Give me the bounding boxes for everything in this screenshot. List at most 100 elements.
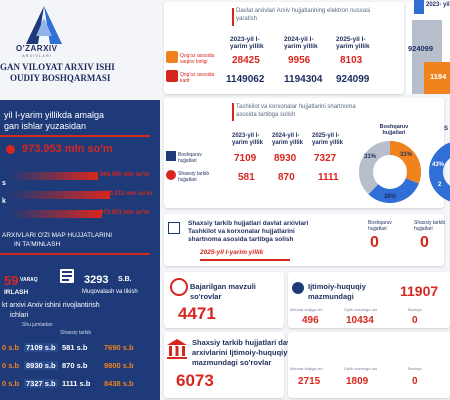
cell: 7327 s.b [24,379,58,388]
value-cell: 7327 [314,153,337,164]
row-label-line2: hujjatlari [178,158,197,164]
sub-label: Oylik maoshga oid [344,307,377,312]
card1-value: 4471 [178,304,216,323]
year-header: 2025-yil I-yarim yillik [312,133,344,146]
dev-header: Shaxsiy tarkib [60,330,92,336]
bar-value: 1.093.011 mln so'm [98,191,153,197]
value-cell: 870 [278,172,295,183]
sub-label: Oylik maoshga oid [344,366,377,371]
year-header: 2023-yil I-yarim yillik [230,36,264,50]
page-title-line2: OUDIY BOSHQARMASI [10,73,111,83]
personnel-sub-card [288,332,450,398]
folder-icon [166,51,178,63]
donut-title-line1: Boshqaruv [379,124,409,130]
sub-label: Boshqa [408,307,422,312]
value-cell: 8103 [340,55,363,66]
archive-title-line1: ARXIVLARI O'ZI MAP HUJJATLARINI [2,232,113,239]
bar-2025 [8,210,102,218]
digitization-card [164,2,404,94]
col-title-line1: Boshqaruv [368,220,392,226]
film-icon [166,70,178,82]
document-icon [166,151,176,161]
cell: 7690 s.b [104,343,134,352]
dev-table: 0 s.b 7109 s.b 581 s.b 7690 s.b 0 s.b 89… [0,343,160,397]
logo-subtext: ARXIVLARI [22,53,52,58]
intro-line1: yil I-yarim yillikda amalga [4,110,105,120]
stat2-value: 3293 [84,274,109,286]
banner-line3: shartnoma asosida tartibga solish [188,236,294,243]
col-value: 0 [420,234,429,251]
card2-value: 11907 [400,283,439,299]
year-header: 2024-yil I-yarim yillik [284,36,318,50]
donut-title-line2: hujjatlari [382,130,406,136]
card2-title-line1: Ijtimoiy-huquqiy [308,282,366,291]
donut-slice-label: 2 [438,182,442,188]
cell: 1111 s.b [62,379,91,388]
value-cell: 581 [238,172,255,183]
cell: 0 s.b [2,379,20,388]
row-label-line2: saqlov birligi [180,59,208,65]
bar-label: s [2,180,6,187]
bar-2024 [8,191,110,199]
value-cell: 7109 [234,153,257,164]
bullet-icon [6,145,15,154]
accent-bar [232,8,234,26]
building-icon [166,338,188,360]
contracts-title-line1: Tashkilot va korxonalar hujjatlarini sha… [236,104,356,110]
divider [200,259,290,261]
donut-chart [356,138,424,206]
value-cell: 28425 [232,55,260,66]
cell: 8930 s.b [24,361,58,370]
banner-card [164,214,444,266]
personnel-card [164,332,284,398]
banner-line1: Shaxsiy tarkib hujjatlari davlat arxivla… [188,220,309,227]
logo-icon [20,4,68,48]
col-title-line1: Shaxsiy tarkib [414,220,446,226]
row-label-line1: Shaxsiy tarkib [178,171,210,177]
digitization-title-line2: yaratish [236,16,258,22]
sub-value: 0 [412,376,418,387]
divider [0,253,150,255]
col-title-line2: hujjatlari [414,226,433,232]
dev-title-line1: kt arxivi Arxiv ishini rivojlantirish [2,302,100,309]
banner-line2: Tashkilot va korxonalar hujjatlarini [188,228,295,235]
value-cell: 1111 [318,172,339,183]
row-label-line2: kadr [180,78,190,84]
year-header: 2023-yil I-yarim yillik [232,133,264,146]
sub-value: 2715 [298,376,321,387]
stat2-unit: S.B. [118,276,132,283]
col-value: 0 [370,234,379,251]
donut-slice-label: 31% [400,152,413,158]
card3-title-line3: mazmundagi so'rovlar [192,358,272,367]
sub-label: Boshqa [408,366,422,371]
year-header: 2025-yil I-yarim yillik [336,36,370,50]
row-label-line2: hujjatlari [178,177,197,183]
value-cell: 9956 [288,55,311,66]
page-title-line1: GAN VILOYAT ARXIV ISHI [0,62,115,72]
check-icon [170,278,188,296]
total-value: 973.953 mln so'm [22,143,113,155]
contracts-title-line2: asosida tartibga solish [236,112,296,118]
bar-2023 [8,172,98,180]
cell: 9800 s.b [104,361,134,370]
cell: 870 s.b [62,361,88,370]
sub-value: 10434 [346,315,374,326]
intro-line2: gan ishlar yuzasidan [4,121,87,131]
cell: 8438 s.b [104,379,134,388]
social-card [288,272,450,328]
accent-bar [232,103,234,121]
sub-label: Mehnat stajiga oid [290,366,323,371]
banner-sub: 2025-yil I-yarim yillik [200,249,264,256]
row-label-line1: Boshqaruv [178,152,202,158]
document-icon [168,222,180,234]
cell: 0 s.b [2,361,20,370]
card1-title-line1: Bajarilgan mavzuli [190,282,256,291]
cell: 7109 s.b [24,343,58,352]
card3-title-line1: Shaxsiy tarkib hujjatlari davlat [192,338,300,347]
digitization-title-line1: Davlat arxivlari Arxiv hujjatlarining el… [236,8,371,14]
value-cell: 924099 [336,74,370,85]
col-title-line2: hujjatlari [368,226,387,232]
bar-value: 964.000 mln so'm [100,172,150,178]
donut-slice-label: 38% [384,194,397,200]
value-cell: 1194304 [284,74,323,85]
